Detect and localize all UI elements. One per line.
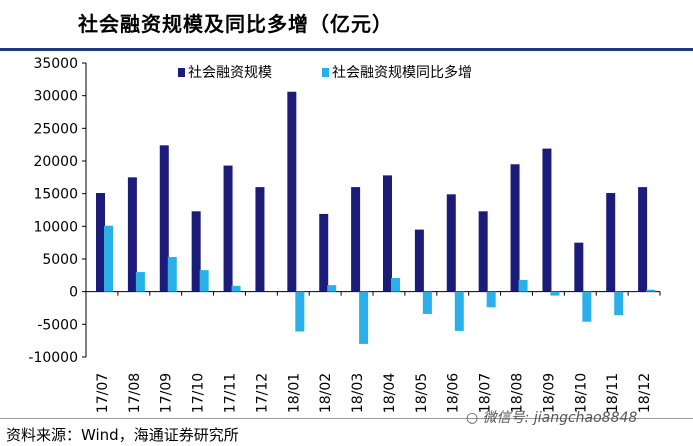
bar-yoy-increase — [327, 285, 337, 292]
y-tick-label: 0 — [69, 285, 78, 301]
bar-social-financing — [542, 148, 552, 292]
bar-social-financing — [638, 187, 648, 292]
watermark: ○ 微信号: jiangchao8848 — [466, 407, 637, 427]
bar-yoy-increase — [295, 291, 305, 332]
bar-yoy-increase — [646, 289, 656, 292]
legend-item-social-financing-swatch — [178, 68, 185, 77]
bar-social-financing — [287, 91, 297, 292]
bar-social-financing — [414, 229, 424, 292]
bar-social-financing — [478, 211, 488, 292]
y-tick-label: -5000 — [37, 317, 78, 333]
x-tick-label: 18/06 — [446, 373, 462, 413]
bar-yoy-increase — [391, 277, 400, 292]
x-tick-label: 17/07 — [95, 373, 111, 413]
bar-social-financing — [127, 177, 137, 292]
bar-social-financing — [191, 211, 201, 292]
x-tick-label: 18/10 — [573, 373, 589, 413]
title-rule — [0, 48, 693, 51]
bar-yoy-increase — [518, 279, 528, 292]
y-tick-label: -10000 — [28, 350, 78, 366]
bar-yoy-increase — [167, 257, 177, 292]
bar-yoy-increase — [359, 291, 369, 344]
bar-yoy-increase — [486, 291, 496, 308]
bar-social-financing — [255, 187, 265, 292]
bar-social-financing — [606, 193, 616, 292]
x-tick-label: 17/12 — [254, 373, 270, 413]
x-tick-label: 18/05 — [414, 373, 430, 413]
x-tick-label: 18/09 — [541, 373, 557, 413]
y-tick-label: 30000 — [33, 89, 78, 105]
bar-social-financing — [383, 175, 392, 292]
x-tick-label: 18/02 — [318, 373, 334, 413]
x-tick-label: 18/01 — [286, 373, 302, 413]
y-tick-label: 5000 — [42, 252, 78, 268]
bar-social-financing — [574, 242, 584, 292]
x-tick-label: 18/03 — [350, 373, 366, 413]
source-note: 资料来源：Wind，海通证券研究所 — [6, 426, 239, 444]
x-tick-label: 18/04 — [382, 373, 398, 413]
wechat-icon: ○ — [466, 410, 479, 426]
y-tick-label: 10000 — [33, 219, 78, 235]
x-tick-label: 18/12 — [637, 373, 653, 413]
footer-rule — [0, 418, 693, 419]
bar-social-financing — [96, 193, 105, 292]
legend-item-yoy-increase-label: 社会融资规模同比多增 — [332, 64, 472, 81]
bar-social-financing — [510, 164, 520, 292]
bar-yoy-increase — [550, 291, 560, 296]
bar-social-financing — [159, 145, 169, 292]
x-tick-label: 17/09 — [159, 373, 175, 413]
x-tick-label: 18/07 — [478, 373, 494, 413]
bar-yoy-increase — [582, 291, 592, 322]
x-tick-label: 17/11 — [223, 373, 239, 413]
legend-item-yoy-increase-swatch — [322, 68, 329, 77]
bar-yoy-increase — [231, 285, 241, 292]
bar-yoy-increase — [199, 270, 209, 292]
bar-social-financing — [446, 194, 456, 292]
x-tick-label: 18/11 — [605, 373, 621, 413]
x-tick-label: 18/08 — [510, 373, 526, 413]
x-tick-label: 17/08 — [127, 373, 143, 413]
bar-yoy-increase — [135, 272, 145, 292]
bar-social-financing — [319, 213, 329, 292]
bar-yoy-increase — [104, 225, 113, 292]
x-tick-label: 17/10 — [191, 373, 207, 413]
y-tick-label: 25000 — [33, 121, 78, 137]
bar-yoy-increase — [614, 291, 624, 316]
watermark-text: 微信号: jiangchao8848 — [482, 410, 638, 426]
y-tick-label: 20000 — [33, 154, 78, 170]
y-tick-label: 35000 — [33, 56, 78, 72]
legend-item-social-financing-label: 社会融资规模 — [188, 65, 272, 81]
bar-chart: 35000 30000 25000 20000 15000 10000 5000 0 -5000… — [28, 56, 661, 413]
chart-title: 社会融资规模及同比多增（亿元） — [78, 12, 393, 36]
bar-social-financing — [223, 165, 233, 292]
y-tick-label: 15000 — [33, 187, 78, 203]
bar-yoy-increase — [422, 291, 432, 314]
bar-yoy-increase — [454, 291, 464, 331]
bar-social-financing — [351, 187, 361, 292]
